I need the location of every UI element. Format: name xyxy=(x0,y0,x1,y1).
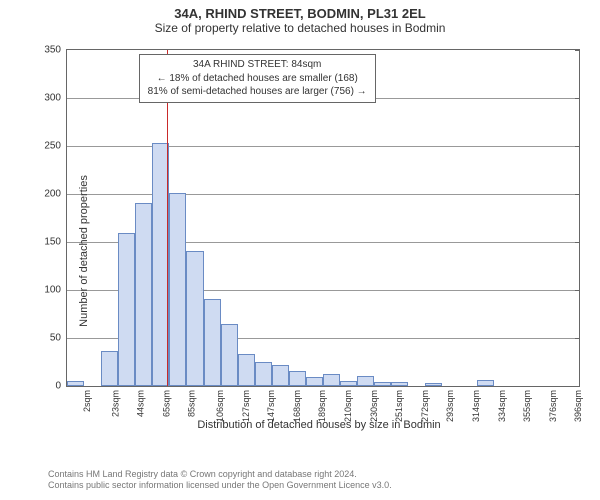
y-axis-label: Number of detached properties xyxy=(78,175,90,327)
y-tick-label: 200 xyxy=(44,188,67,199)
x-tick-label: 147sqm xyxy=(266,390,276,422)
x-axis-label: Distribution of detached houses by size … xyxy=(197,419,440,431)
x-tick-label: 376sqm xyxy=(548,390,558,422)
x-tick-label: 106sqm xyxy=(215,390,225,422)
histogram-bar xyxy=(306,377,323,386)
x-tick-label: 23sqm xyxy=(110,390,120,417)
info-line-2: ← 18% of detached houses are smaller (16… xyxy=(148,72,367,86)
histogram-bar xyxy=(204,299,221,385)
y-tick-label: 250 xyxy=(44,140,67,151)
histogram-bar xyxy=(340,381,357,386)
histogram-bar xyxy=(169,193,186,386)
histogram-bar xyxy=(425,383,442,386)
histogram-bar xyxy=(67,381,84,386)
plot-region: 34A RHIND STREET: 84sqm ← 18% of detache… xyxy=(66,49,580,387)
x-tick-label: 127sqm xyxy=(241,390,251,422)
x-tick-label: 2sqm xyxy=(82,390,92,412)
x-tick-label: 396sqm xyxy=(573,390,583,422)
gridline xyxy=(67,194,579,195)
x-tick-label: 168sqm xyxy=(292,390,302,422)
histogram-bar xyxy=(391,382,408,386)
histogram-bar xyxy=(255,362,272,386)
chart-area: 34A RHIND STREET: 84sqm ← 18% of detache… xyxy=(48,39,590,463)
x-tick-label: 251sqm xyxy=(394,390,404,422)
x-tick-label: 189sqm xyxy=(317,390,327,422)
histogram-bar xyxy=(135,203,152,385)
histogram-bar xyxy=(374,382,391,386)
histogram-bar xyxy=(221,324,238,385)
x-tick-label: 334sqm xyxy=(497,390,507,422)
y-tick-label: 150 xyxy=(44,236,67,247)
y-tick-label: 0 xyxy=(55,380,67,391)
y-tick-label: 350 xyxy=(44,45,67,56)
y-tick-label: 50 xyxy=(50,332,67,343)
y-tick-label: 100 xyxy=(44,284,67,295)
histogram-bar xyxy=(477,380,494,386)
x-tick-label: 65sqm xyxy=(161,390,171,417)
x-tick-label: 210sqm xyxy=(343,390,353,422)
footer-line-2: Contains public sector information licen… xyxy=(48,480,590,492)
chart-title: 34A, RHIND STREET, BODMIN, PL31 2EL xyxy=(0,0,600,21)
y-tick-label: 300 xyxy=(44,92,67,103)
chart-subtitle: Size of property relative to detached ho… xyxy=(0,21,600,39)
info-box: 34A RHIND STREET: 84sqm ← 18% of detache… xyxy=(139,54,376,103)
histogram-bar xyxy=(289,371,306,385)
histogram-bar xyxy=(323,374,340,386)
histogram-bar xyxy=(357,376,374,386)
x-tick-label: 314sqm xyxy=(471,390,481,422)
histogram-bar xyxy=(238,354,255,386)
histogram-bar xyxy=(186,251,203,385)
x-tick-label: 355sqm xyxy=(522,390,532,422)
x-tick-label: 230sqm xyxy=(369,390,379,422)
histogram-bar xyxy=(118,233,135,385)
x-tick-label: 44sqm xyxy=(136,390,146,417)
x-tick-label: 293sqm xyxy=(445,390,455,422)
info-line-1: 34A RHIND STREET: 84sqm xyxy=(148,58,367,72)
footer: Contains HM Land Registry data © Crown c… xyxy=(0,463,600,500)
histogram-bar xyxy=(101,351,118,386)
info-line-3: 81% of semi-detached houses are larger (… xyxy=(148,85,367,99)
gridline xyxy=(67,146,579,147)
x-tick-label: 85sqm xyxy=(187,390,197,417)
histogram-bar xyxy=(272,365,289,386)
footer-line-1: Contains HM Land Registry data © Crown c… xyxy=(48,469,590,481)
x-tick-label: 272sqm xyxy=(420,390,430,422)
